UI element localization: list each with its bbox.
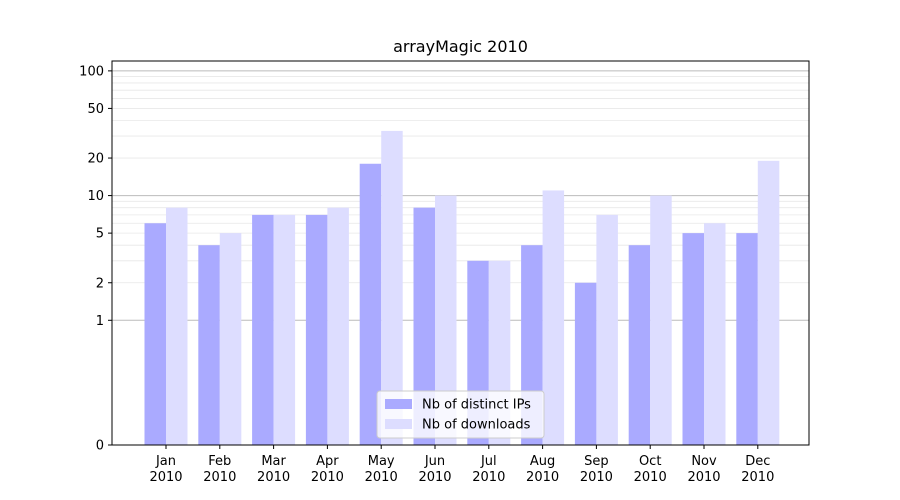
x-tick-label: Oct 2010	[634, 454, 667, 485]
x-tick-month: May	[368, 454, 395, 469]
x-tick-year: 2010	[472, 470, 505, 485]
y-tick-label: 1	[96, 314, 104, 329]
bar-downloads	[435, 195, 457, 445]
x-tick-year: 2010	[687, 470, 720, 485]
bar-downloads	[757, 160, 780, 445]
x-tick-month: Sep	[584, 454, 609, 469]
x-tick-month: Dec	[745, 454, 770, 469]
x-tick-label: Jun 2010	[418, 454, 451, 485]
x-tick-year: 2010	[311, 470, 344, 485]
bar-distinct-ips	[252, 214, 274, 445]
y-tick-label: 50	[87, 102, 104, 117]
x-tick-month: Mar	[261, 454, 286, 469]
bar-downloads	[381, 130, 403, 445]
legend-swatch	[385, 399, 412, 409]
x-tick-month: Oct	[639, 454, 661, 469]
y-tick-label: 2	[96, 276, 104, 291]
x-tick-label: Feb 2010	[203, 454, 236, 485]
legend-swatch	[385, 419, 412, 429]
bar-distinct-ips	[628, 245, 651, 445]
x-tick-label: Apr 2010	[311, 454, 344, 485]
plot-frame	[111, 60, 810, 446]
x-tick-month: Aug	[530, 454, 555, 469]
y-tick-label: 0	[96, 439, 104, 454]
bar-downloads	[542, 190, 565, 445]
chart-title: arrayMagic 2010	[393, 37, 528, 56]
x-tick-year: 2010	[634, 470, 667, 485]
bar-downloads	[273, 214, 296, 445]
x-tick-label: Aug 2010	[526, 454, 559, 485]
bar-distinct-ips	[144, 223, 166, 445]
bar-distinct-ips	[736, 233, 758, 445]
bar-downloads	[650, 195, 672, 445]
bar-downloads	[219, 233, 242, 445]
x-tick-month: Jul	[480, 454, 497, 469]
x-tick-month: Nov	[691, 454, 717, 469]
legend-label: Nb of distinct IPs	[422, 398, 531, 413]
bar-distinct-ips	[413, 207, 435, 445]
y-tick-label: 20	[87, 152, 104, 167]
x-tick-year: 2010	[149, 470, 182, 485]
x-tick-month: Feb	[208, 454, 231, 469]
x-tick-month: Apr	[316, 454, 339, 469]
bars	[144, 130, 780, 445]
bar-downloads	[596, 214, 618, 445]
x-tick-year: 2010	[203, 470, 236, 485]
bar-downloads	[327, 207, 349, 445]
x-tick-year: 2010	[741, 470, 774, 485]
x-tick-label: Sep 2010	[580, 454, 613, 485]
bar-distinct-ips	[682, 233, 704, 445]
x-tick-year: 2010	[580, 470, 613, 485]
y-tick-label: 5	[96, 227, 104, 242]
x-tick-label: Dec 2010	[741, 454, 774, 485]
legend-box	[376, 390, 545, 439]
bar-distinct-ips	[359, 163, 382, 445]
x-tick-label: Jan 2010	[149, 454, 182, 485]
bar-distinct-ips	[305, 214, 328, 445]
y-tick-label: 100	[79, 64, 104, 79]
x-tick-year: 2010	[526, 470, 559, 485]
bar-downloads	[704, 223, 726, 445]
y-axis: 0 1 2 5 10 20 50 100	[79, 64, 112, 454]
x-tick-year: 2010	[365, 470, 398, 485]
x-tick-year: 2010	[257, 470, 290, 485]
x-tick-label: May 2010	[365, 454, 398, 485]
legend-label: Nb of downloads	[422, 418, 531, 433]
bar-distinct-ips	[198, 245, 220, 445]
x-tick-label: Jul 2010	[472, 454, 505, 485]
x-tick-month: Jan	[155, 454, 176, 469]
bar-distinct-ips	[574, 282, 597, 445]
x-tick-year: 2010	[418, 470, 451, 485]
y-tick-label: 10	[87, 189, 104, 204]
legend: Nb of distinct IPs Nb of downloads	[376, 390, 545, 439]
x-tick-month: Jun	[424, 454, 445, 469]
x-tick-label: Mar 2010	[257, 454, 290, 485]
bar-downloads	[166, 207, 188, 445]
x-tick-label: Nov 2010	[687, 454, 720, 485]
